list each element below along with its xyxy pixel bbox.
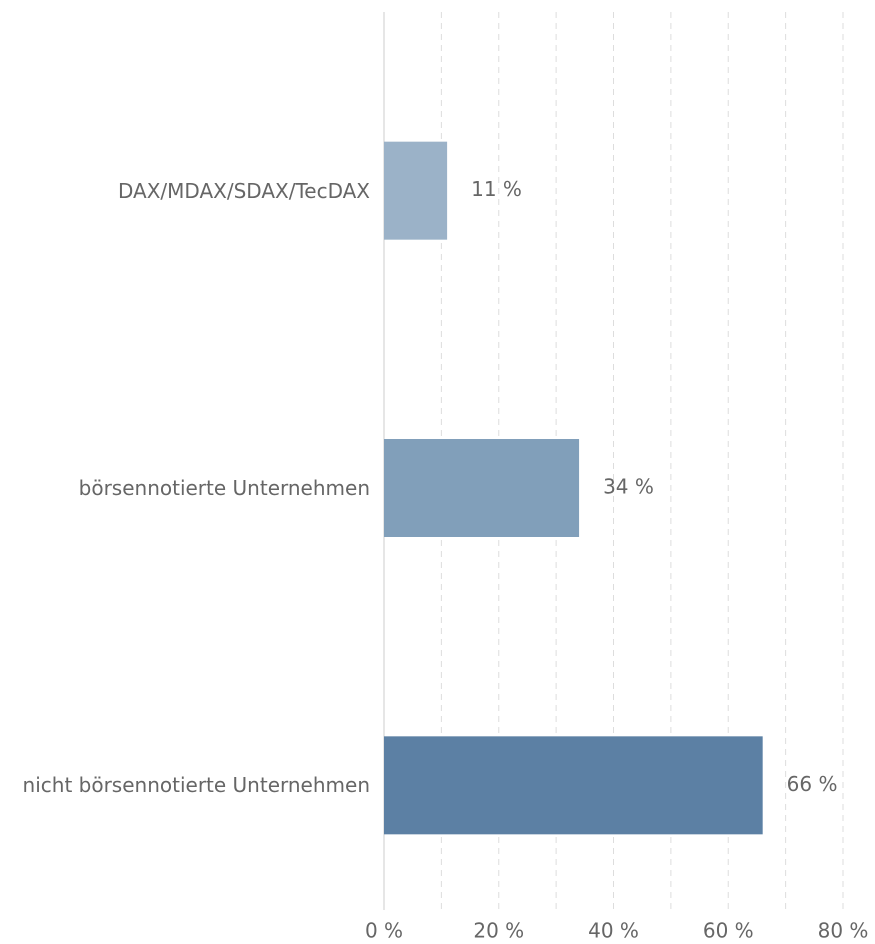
x-tick-label: 80 %	[818, 919, 869, 943]
x-tick-label: 60 %	[703, 919, 754, 943]
x-tick-label: 40 %	[588, 919, 639, 943]
x-tick-label: 20 %	[473, 919, 524, 943]
value-label: 34 %	[603, 475, 654, 499]
value-label: 66 %	[787, 772, 838, 796]
y-tick-label: börsennotierte Unternehmen	[78, 476, 370, 500]
y-tick-label: DAX/MDAX/SDAX/TecDAX	[117, 178, 370, 203]
bar	[384, 736, 763, 835]
value-label: 11 %	[471, 177, 522, 201]
y-tick-label: nicht börsennotierte Unternehmen	[22, 773, 370, 798]
bar	[384, 439, 580, 537]
bar	[384, 141, 448, 240]
x-tick-label: 0 %	[365, 919, 403, 943]
